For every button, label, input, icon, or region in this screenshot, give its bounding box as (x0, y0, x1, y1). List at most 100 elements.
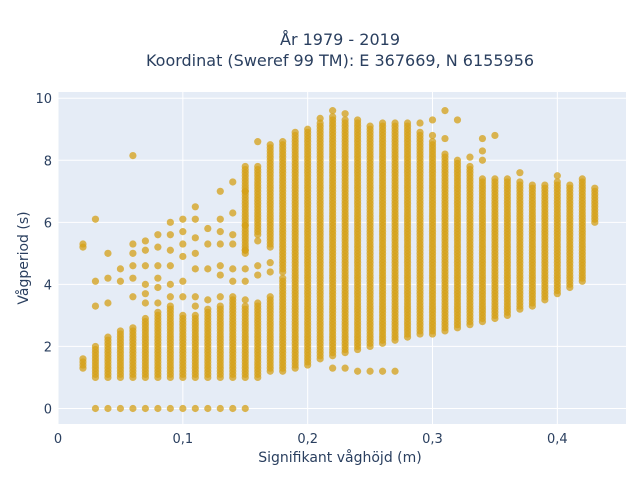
data-point (129, 152, 137, 160)
data-point (254, 138, 262, 146)
data-point (453, 156, 462, 164)
data-point (478, 147, 487, 155)
data-point (104, 299, 112, 307)
data-point (141, 262, 149, 270)
data-point (141, 314, 149, 323)
data-point (116, 327, 125, 335)
data-point (204, 296, 212, 304)
data-point (104, 274, 112, 282)
data-point (166, 246, 174, 254)
data-point (179, 252, 187, 261)
data-point (466, 153, 474, 161)
data-point (254, 271, 262, 279)
data-point (166, 404, 174, 413)
data-point (241, 302, 249, 310)
data-point (216, 271, 224, 279)
data-point (129, 249, 137, 257)
y-tick-label: 8 (44, 154, 52, 169)
y-tick-label: 4 (44, 278, 52, 293)
data-point (241, 277, 249, 285)
data-point (254, 237, 262, 245)
data-point (428, 138, 437, 146)
data-point (378, 367, 387, 375)
data-point (478, 134, 487, 143)
data-point (441, 150, 449, 158)
y-tick-label: 2 (44, 340, 52, 355)
data-point (204, 305, 212, 313)
chart-title-line-2: Koordinat (Sweref 99 TM): E 367669, N 61… (146, 51, 534, 70)
data-point (229, 265, 237, 273)
data-point (391, 367, 399, 375)
data-point (566, 181, 574, 189)
data-point (254, 262, 262, 270)
data-point (478, 175, 487, 183)
data-point (91, 277, 100, 285)
data-point (191, 234, 199, 242)
data-point (116, 404, 125, 413)
data-point (491, 131, 499, 140)
data-point (91, 215, 100, 223)
data-point (154, 404, 162, 413)
data-point (329, 107, 337, 115)
data-point (354, 367, 362, 375)
data-point (229, 209, 237, 217)
data-point (216, 262, 224, 270)
data-point (254, 299, 262, 307)
data-point (154, 283, 162, 292)
data-point (191, 311, 199, 320)
data-point (279, 138, 287, 146)
data-point (191, 249, 199, 257)
data-point (216, 302, 224, 310)
x-tick-label: 0,4 (547, 432, 568, 447)
x-tick-labels: 0 0,1 0,2 0,3 0,4 (54, 432, 568, 447)
x-tick-label: 0,2 (297, 432, 318, 447)
data-point (179, 215, 187, 223)
data-point (154, 299, 162, 307)
data-point (428, 116, 437, 124)
data-point (266, 268, 274, 276)
data-point (129, 404, 137, 413)
data-point (116, 265, 125, 273)
data-point (316, 114, 324, 122)
data-point (291, 128, 299, 136)
data-point (229, 293, 237, 301)
data-point (91, 404, 100, 413)
data-point (141, 404, 149, 413)
data-point (129, 262, 137, 270)
data-point (541, 181, 549, 189)
data-point (266, 293, 274, 301)
data-point (591, 184, 599, 192)
data-point (79, 355, 87, 363)
data-point (366, 367, 374, 375)
data-point (91, 302, 100, 310)
data-point (129, 240, 137, 248)
data-point (129, 293, 137, 301)
data-point (129, 324, 137, 332)
data-point (179, 228, 187, 236)
data-point (503, 175, 512, 183)
data-point (216, 215, 224, 223)
data-point (304, 125, 312, 133)
data-point (378, 119, 387, 127)
data-point (241, 265, 249, 273)
data-point (141, 237, 149, 245)
data-point (166, 218, 174, 226)
data-point (141, 290, 149, 298)
data-point (141, 299, 149, 307)
data-point (179, 293, 187, 301)
data-point (179, 311, 187, 320)
data-point (241, 162, 249, 171)
data-point (341, 110, 349, 118)
data-point (229, 240, 237, 248)
data-point (104, 249, 112, 257)
data-point (104, 333, 112, 341)
data-point (329, 364, 337, 372)
data-point (204, 265, 212, 273)
data-point (179, 404, 187, 413)
data-point (428, 131, 437, 140)
data-point (266, 259, 274, 267)
data-point (241, 404, 249, 413)
data-points (79, 107, 599, 413)
x-tick-label: 0 (54, 432, 62, 447)
